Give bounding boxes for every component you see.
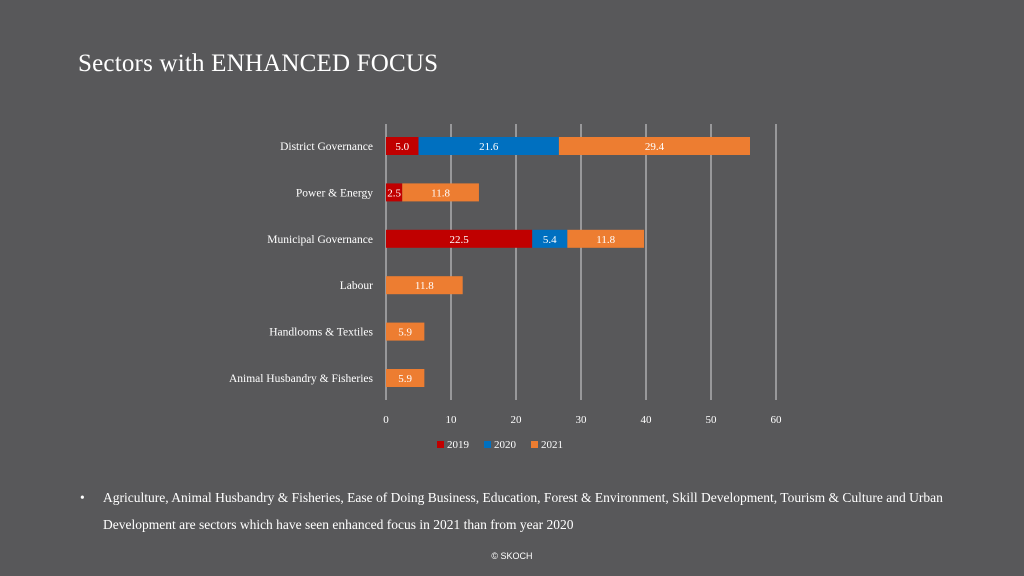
- category-label: Municipal Governance: [267, 234, 373, 246]
- data-label: 22.5: [450, 234, 470, 246]
- x-axis-ticks: 0 10 20 30 40 50 60: [383, 414, 782, 426]
- x-tick-label: 10: [446, 414, 458, 426]
- legend-swatch-2021: [531, 441, 538, 448]
- category-label: District Governance: [280, 141, 373, 153]
- x-tick-label: 20: [511, 414, 523, 426]
- bar-segment-2019: [386, 229, 533, 248]
- bar-segment-2021: [386, 369, 425, 387]
- bar-segment-2019: [386, 183, 403, 202]
- data-label: 2.5: [387, 187, 401, 199]
- data-label: 5.9: [398, 327, 412, 339]
- legend-swatch-2020: [484, 441, 491, 448]
- legend: 2019 2020 2021: [437, 439, 563, 451]
- legend-swatch-2019: [437, 441, 444, 448]
- stacked-bar-chart: 5.0 21.6 29.42.5 11.822.5 5.4 11.811.85.95.9 …: [229, 124, 782, 451]
- x-tick-label: 60: [771, 414, 783, 426]
- data-label: 21.6: [479, 141, 499, 153]
- bar-segment-2020: [532, 229, 568, 248]
- data-label: 5.9: [398, 373, 412, 385]
- bar-segment-2021: [567, 229, 645, 248]
- gridlines: [385, 124, 777, 400]
- data-label: 11.8: [415, 280, 434, 292]
- bar-segment-2020: [418, 137, 559, 155]
- bar-segment-2021: [386, 276, 463, 295]
- bullet-text: Agriculture, Animal Husbandry & Fisherie…: [103, 490, 943, 532]
- category-label: Power & Energy: [296, 187, 373, 199]
- summary-bullet: • Agriculture, Animal Husbandry & Fisher…: [80, 484, 980, 538]
- category-label: Labour: [340, 280, 373, 292]
- x-tick-label: 50: [706, 414, 718, 426]
- category-label: Animal Husbandry & Fisheries: [229, 373, 374, 385]
- category-labels: District Governance Power & Energy Municip…: [229, 141, 374, 385]
- bars: 5.0 21.6 29.4 2.5 11.8 22.5 5.4 11.8 11.8 5.9 5.9: [386, 137, 750, 387]
- data-label: 5.4: [543, 234, 557, 246]
- slide-title: Sectors with ENHANCED FOCUS: [78, 50, 439, 77]
- data-label: 5.0: [395, 141, 409, 153]
- bar-segment-2021: [558, 137, 750, 155]
- x-tick-label: 30: [576, 414, 588, 426]
- data-label: 11.8: [431, 187, 450, 199]
- x-tick-label: 0: [383, 414, 389, 426]
- bar-segment-2019: [386, 137, 419, 155]
- footer-copyright: © SKOCH: [491, 551, 533, 561]
- data-label: 29.4: [645, 141, 665, 153]
- category-label: Handlooms & Textiles: [269, 327, 373, 339]
- bar-segment-2021: [402, 183, 479, 202]
- bar-segment-2021: [386, 322, 425, 341]
- legend-label: 2019: [447, 439, 470, 451]
- data-label: 11.8: [596, 234, 615, 246]
- bullet-marker: •: [80, 490, 85, 505]
- legend-label: 2021: [541, 439, 563, 451]
- legend-label: 2020: [494, 439, 517, 451]
- x-tick-label: 40: [641, 414, 653, 426]
